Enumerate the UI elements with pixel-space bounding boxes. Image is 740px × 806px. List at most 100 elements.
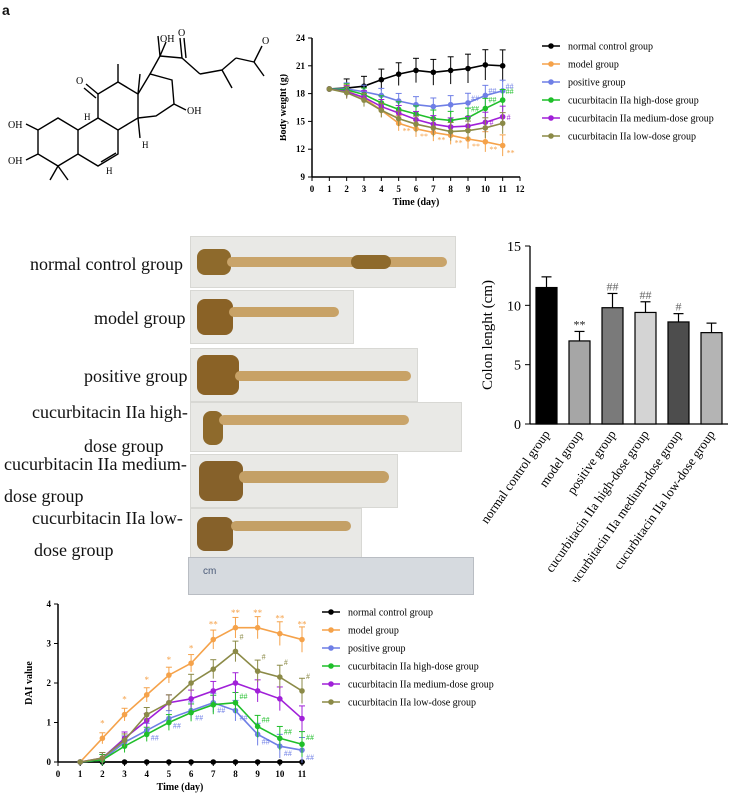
data-point xyxy=(277,630,283,637)
legend-swatch-dot xyxy=(548,43,554,49)
x-tick-label: 1 xyxy=(78,769,83,779)
significance-mark: ** xyxy=(507,148,515,157)
legend-label: positive group xyxy=(568,78,626,89)
data-point xyxy=(210,759,217,765)
data-point xyxy=(482,62,489,68)
significance-mark: ** xyxy=(420,132,428,141)
ruler-unit-label: cm xyxy=(203,566,217,577)
legend-label: positive group xyxy=(348,644,406,655)
ketone-label-2: O xyxy=(178,28,185,39)
significance-mark: * xyxy=(122,695,127,705)
x-tick-label: 3 xyxy=(122,769,127,779)
significance-mark: # xyxy=(262,652,266,661)
x-tick-label: 8 xyxy=(448,184,453,194)
colon-photo-positive xyxy=(190,348,418,402)
data-point xyxy=(254,668,261,674)
x-tick-label: 1 xyxy=(327,184,332,194)
legend-swatch-dot xyxy=(328,699,334,705)
y-tick-label: 5 xyxy=(514,359,521,374)
legend-label: cucurbitacin IIa medium-dose group xyxy=(348,680,494,691)
data-point xyxy=(254,723,261,730)
legend-swatch-dot xyxy=(328,645,334,651)
significance-mark: ** xyxy=(298,620,308,630)
legend-label: model group xyxy=(568,60,619,71)
x-tick-label: 5 xyxy=(167,769,172,779)
data-point xyxy=(210,701,217,708)
legend-label: cucurbitacin IIa low-dose group xyxy=(568,132,696,143)
dai-chart: 0 1 2 3 4 5 6 7 8 9 10 11 0 1 2 3 4 Time (day) DAI value no… xyxy=(24,599,494,793)
data-point xyxy=(232,680,239,686)
significance-mark: ** xyxy=(455,138,463,147)
significance-mark: ## xyxy=(284,727,292,736)
data-point xyxy=(413,67,419,74)
photo-label-medium-dose-2: dose group xyxy=(4,486,84,506)
significance-mark: ** xyxy=(253,608,263,618)
bar-2 xyxy=(568,340,591,425)
significance-mark: ## xyxy=(239,714,247,723)
significance-mark: ## xyxy=(506,87,514,96)
x-tick-label: 12 xyxy=(516,184,526,194)
data-point xyxy=(395,115,402,122)
significance-mark: ** xyxy=(472,142,480,151)
x-tick-label: 3 xyxy=(362,184,367,194)
significance-mark: ## xyxy=(306,753,314,762)
data-point xyxy=(395,98,402,104)
data-point xyxy=(143,692,150,698)
data-point xyxy=(430,103,437,110)
significance-mark: ** xyxy=(489,145,497,154)
data-point xyxy=(447,128,454,135)
y-tick-label: 9 xyxy=(301,172,306,182)
data-point xyxy=(343,89,350,96)
ketone-label-3: O xyxy=(262,36,269,47)
y-tick-label: 12 xyxy=(296,144,306,154)
legend-swatch-dot xyxy=(548,133,554,139)
data-point xyxy=(277,735,283,742)
data-point xyxy=(299,741,305,748)
data-point xyxy=(166,759,172,765)
significance-mark: ## xyxy=(217,706,225,715)
data-point xyxy=(166,719,172,726)
legend-swatch-dot xyxy=(548,61,554,67)
data-point xyxy=(143,731,150,738)
x-tick-label: 2 xyxy=(100,769,105,779)
significance-mark: # xyxy=(239,633,243,642)
y-tick-label: 18 xyxy=(296,89,306,99)
bar-5 xyxy=(667,321,690,425)
x-tick-label: 0 xyxy=(56,769,61,779)
x-tick-label: 8 xyxy=(233,769,238,779)
significance-mark: ## xyxy=(284,749,292,758)
legend-swatch-dot xyxy=(328,663,334,669)
data-point xyxy=(499,97,506,103)
significance-mark: * xyxy=(167,655,172,665)
data-point xyxy=(465,65,471,72)
data-point xyxy=(254,624,261,631)
data-point xyxy=(378,76,385,83)
photo-label-high-dose-2: dose group xyxy=(84,436,164,456)
photo-label-medium-dose-1: cucurbitacin IIa medium- xyxy=(4,454,187,474)
significance-mark: * xyxy=(189,643,194,653)
data-point xyxy=(299,688,305,694)
legend-label: normal control group xyxy=(568,42,653,53)
y-tick-label: 0 xyxy=(47,757,52,767)
significance-mark: ## xyxy=(607,279,619,293)
data-point xyxy=(166,672,172,678)
significance-mark: ** xyxy=(231,608,241,618)
colon-photo-medium-dose xyxy=(190,454,398,508)
data-point xyxy=(430,69,437,76)
x-tick-label: 5 xyxy=(396,184,401,194)
significance-mark: ## xyxy=(262,737,270,746)
data-point xyxy=(447,101,454,108)
data-point xyxy=(299,715,305,722)
legend-swatch-dot xyxy=(328,609,334,615)
data-point xyxy=(361,97,367,103)
ruler: cm xyxy=(188,557,474,595)
legend-swatch-dot xyxy=(328,627,334,633)
x-tick-label: 7 xyxy=(431,184,436,194)
photo-label-low-dose-1: cucurbitacin IIa low- xyxy=(32,508,183,528)
ring-h-label-1: H xyxy=(84,112,91,122)
significance-mark: # xyxy=(507,113,511,122)
significance-mark: ** xyxy=(574,317,586,331)
x-tick-label: 10 xyxy=(275,769,285,779)
significance-mark: ** xyxy=(209,620,219,630)
